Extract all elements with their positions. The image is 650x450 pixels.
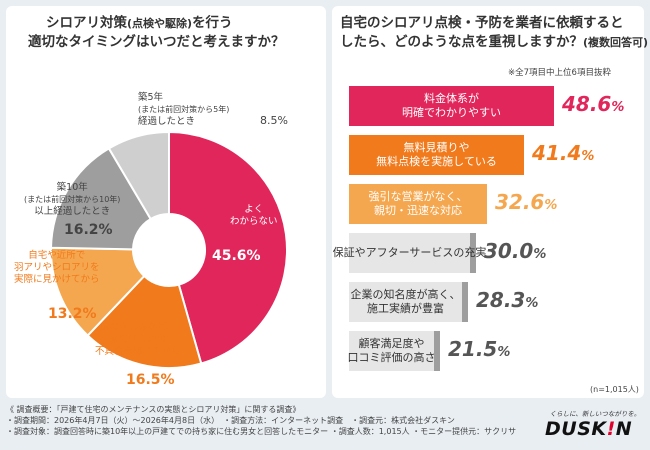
bar-value: 21.5% (448, 337, 511, 361)
pie-slice-value: 45.6% (212, 248, 261, 264)
pie-slice (86, 274, 203, 369)
pie-slice (107, 130, 170, 221)
bar-category-label: 保証やアフターサービスの充実 (332, 246, 487, 259)
survey-summary-line: 《 調査概要：「戸建て住宅のメンテナンスの実態とシロアリ対策」に関する調査》 (6, 405, 301, 414)
bar-question-title-line1: 自宅のシロアリ点検・予防を業者に依頼すると (340, 15, 624, 31)
bar-row: 強引な営業がなく、 親切・迅速な対応 32.6% (349, 184, 639, 224)
bar: 無料見積りや 無料点検を実施している (349, 135, 524, 175)
bar-category-label: 顧客満足度や 口コミ評価の高さ (347, 337, 436, 364)
pie-slice-label: 築5年 (または前回対策から5年) 経過したとき (138, 92, 230, 127)
pie-slice-value: 13.2% (48, 306, 97, 322)
bar-value: 41.4% (532, 141, 595, 165)
bar-row: 料金体系が 明確でわかりやすい 48.6% (349, 86, 639, 126)
bar-category-label: 企業の知名度が高く、 施工実績が豊富 (350, 288, 461, 315)
pie-question-title-line2: 適切なタイミングはいつだと考えますか？ (28, 34, 285, 50)
bar-category-label: 強引な営業がなく、 親切・迅速な対応 (368, 190, 468, 217)
pie-slice-label: 床のきしみなど、 家に何らかの 不具合を感じてから (95, 322, 181, 357)
survey-summary-line: ・調査対象：調査回答時に築10年以上の戸建てでの持ち家に住む男女と回答したモニタ… (6, 427, 517, 436)
sample-size: (n=1,015人) (590, 385, 639, 394)
pie-chart (50, 130, 288, 369)
bar-value: 28.3% (476, 288, 539, 312)
bar-question-title-line2: したら、どのような点を重視しますか？(複数回答可) (340, 34, 649, 50)
pie-slice (50, 147, 153, 251)
bar-category-label: 無料見積りや 無料点検を実施している (376, 141, 497, 168)
pie-slice-value: 8.5% (260, 114, 288, 127)
bar: 保証やアフターサービスの充実 (333, 233, 486, 273)
note-text: ※全7項目中上位6項目抜粋 (508, 68, 611, 78)
survey-summary: 《 調査概要：「戸建て住宅のメンテナンスの実態とシロアリ対策」に関する調査》 ・… (6, 404, 516, 437)
bar-row: 顧客満足度や 口コミ評価の高さ 21.5% (347, 331, 639, 371)
pie-slice-label: 自宅や近所で 羽アリやシロアリを 実際に見かけてから (14, 250, 100, 285)
brand-name: DUSK!N (545, 418, 633, 440)
bar: 料金体系が 明確でわかりやすい (349, 86, 554, 126)
pie-slice (168, 130, 288, 365)
pie-question-title-line1: シロアリ対策(点検や駆除)を行う (46, 15, 233, 31)
bar-value: 48.6% (562, 92, 625, 116)
bar-row: 無料見積りや 無料点検を実施している 41.4% (349, 135, 639, 175)
pie-slice-value: 16.5% (126, 372, 175, 388)
pie-slice (50, 246, 146, 337)
bar: 企業の知名度が高く、 施工実績が豊富 (349, 282, 468, 322)
bar-row: 企業の知名度が高く、 施工実績が豊富 28.3% (349, 282, 639, 322)
bar-row: 保証やアフターサービスの充実 30.0% (333, 233, 639, 273)
bar-value: 32.6% (495, 190, 558, 214)
pie-slice-label: 築10年 (または前回対策から10年) 以上経過したとき (24, 182, 121, 217)
bar: 強引な営業がなく、 親切・迅速な対応 (349, 184, 487, 224)
bar: 顧客満足度や 口コミ評価の高さ (347, 331, 440, 371)
brand-logo: くらしに、新しいつながりを。 DUSK!N (545, 408, 645, 440)
bar-value: 30.0% (484, 239, 547, 263)
pie-slice-value: 16.2% (64, 222, 113, 238)
pie-slice-label: よく わからない (230, 204, 278, 227)
brand-tagline: くらしに、新しいつながりを。 (549, 410, 641, 418)
survey-summary-line: ・調査期間：2026年4月7日（火）～2026年4月8日（水） ・調査方法：イン… (6, 416, 455, 425)
bar-category-label: 料金体系が 明確でわかりやすい (402, 92, 501, 119)
